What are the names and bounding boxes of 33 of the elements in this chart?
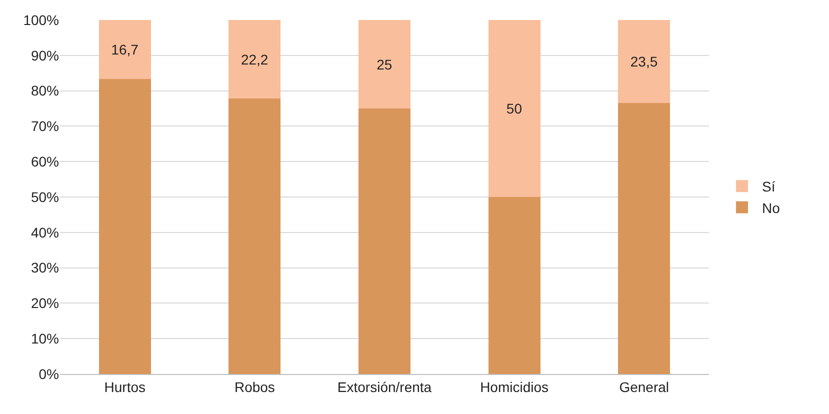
- bar: [618, 103, 670, 374]
- bar: [488, 197, 540, 374]
- y-tick-label: 60%: [30, 154, 59, 170]
- y-tick-label: 40%: [30, 224, 59, 240]
- x-tick-label: Hurtos: [104, 378, 146, 395]
- bar: [488, 20, 540, 197]
- y-tick-label: 30%: [30, 260, 59, 276]
- x-tick-label: Extorsión/renta: [337, 378, 432, 395]
- y-tick-label: 70%: [30, 118, 59, 134]
- data-label: 25: [376, 56, 392, 72]
- bar: [358, 20, 410, 108]
- y-tick-label: 0%: [38, 366, 59, 382]
- data-label: 23,5: [630, 54, 658, 70]
- data-label: 50: [506, 100, 522, 116]
- data-label: 16,7: [111, 42, 139, 58]
- legend-label: No: [762, 200, 780, 216]
- data-label: 22,2: [240, 51, 268, 68]
- x-tick-label: Homicidios: [480, 378, 549, 395]
- y-tick-label: 20%: [30, 295, 59, 312]
- y-tick-label: 80%: [30, 82, 59, 99]
- bar: [618, 20, 670, 104]
- y-tick-label: 90%: [30, 47, 59, 64]
- bar: [228, 98, 281, 374]
- bar: [98, 79, 151, 374]
- x-tick-label: Robos: [234, 378, 275, 395]
- bar: [98, 20, 151, 80]
- legend-label: Sí: [762, 178, 776, 195]
- y-tick-label: 50%: [30, 188, 59, 205]
- bar: [228, 20, 281, 99]
- bar: [358, 108, 410, 374]
- y-tick-label: 10%: [30, 330, 59, 346]
- x-tick-label: General: [619, 378, 670, 395]
- y-tick-label: 100%: [23, 12, 59, 28]
